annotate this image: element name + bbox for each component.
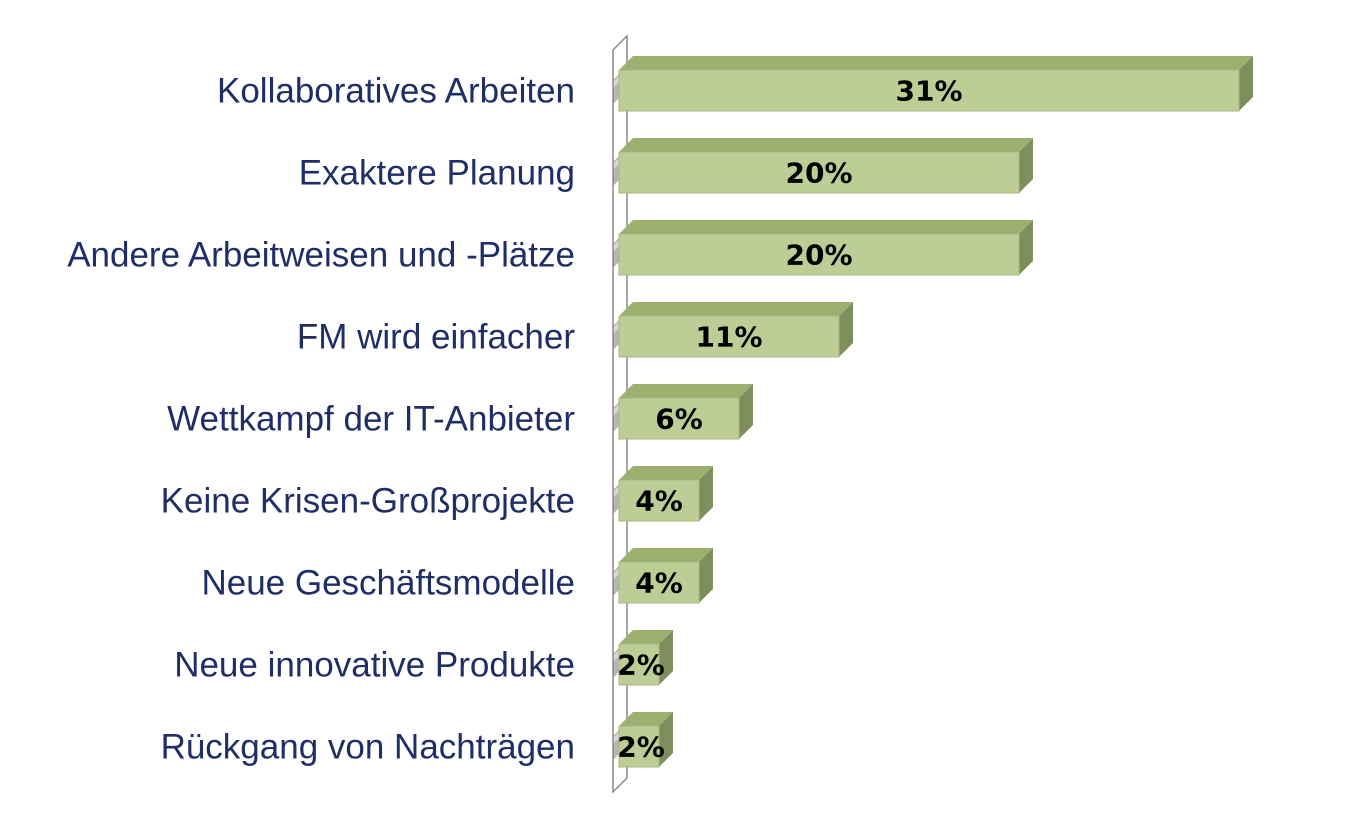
value-label: 6%: [655, 403, 703, 436]
category-label: Exaktere Planung: [299, 154, 575, 193]
bar-front-face: [618, 315, 840, 358]
bar-top-face: [619, 466, 713, 480]
bar: [618, 712, 673, 768]
bar: [618, 548, 713, 604]
value-labels: 31% 20% 20% 11% 6% 4% 4% 2% 2%: [617, 75, 962, 764]
category-label: Rückgang von Nachträgen: [161, 728, 575, 767]
bar-front-face: [618, 725, 660, 768]
bar-front-face: [618, 151, 1020, 194]
bar: [618, 220, 1033, 276]
bar-side-face: [839, 302, 853, 357]
category-label: Andere Arbeitweisen und -Plätze: [67, 236, 575, 275]
bar-side-face: [739, 384, 753, 439]
bars: [618, 56, 1253, 768]
bar-top-face: [619, 630, 673, 644]
bar-top-face: [619, 548, 713, 562]
value-label: 31%: [895, 75, 962, 108]
bar-side-face: [1019, 138, 1033, 193]
bar-side-face: [659, 630, 673, 685]
bar: [618, 302, 853, 358]
bar-front-face: [618, 479, 700, 522]
bar-top-face: [619, 712, 673, 726]
value-label: 20%: [785, 239, 852, 272]
bar-top-face: [619, 302, 853, 316]
value-label: 4%: [635, 485, 683, 518]
bar-side-face: [659, 712, 673, 767]
category-labels: Kollaboratives Arbeiten Exaktere Planung A…: [67, 72, 575, 767]
bar-top-face: [619, 56, 1253, 70]
value-label: 20%: [785, 157, 852, 190]
bar-front-face: [618, 643, 660, 686]
bar: [618, 138, 1033, 194]
bar-side-face: [699, 548, 713, 603]
value-label: 2%: [617, 649, 665, 682]
bar-top-face: [619, 220, 1033, 234]
bar-front-face: [618, 561, 700, 604]
bar-side-face: [699, 466, 713, 521]
category-label: FM wird einfacher: [297, 318, 575, 357]
value-label: 4%: [635, 567, 683, 600]
category-label: Wettkampf der IT-Anbieter: [167, 400, 575, 439]
bar-top-face: [619, 138, 1033, 152]
category-label: Keine Krisen-Großprojekte: [161, 482, 575, 521]
bar-front-face: [618, 233, 1020, 276]
category-label: Neue Geschäftsmodelle: [201, 564, 575, 603]
category-label: Neue innovative Produkte: [174, 646, 575, 685]
bar: [618, 630, 673, 686]
bar: [618, 466, 713, 522]
value-label: 2%: [617, 731, 665, 764]
bar: [618, 384, 753, 440]
bar-side-face: [1239, 56, 1253, 111]
bar-top-face: [619, 384, 753, 398]
value-label: 11%: [695, 321, 762, 354]
bar-front-face: [618, 397, 740, 440]
bar-front-face: [618, 69, 1240, 112]
bar-side-face: [1019, 220, 1033, 275]
category-label: Kollaboratives Arbeiten: [217, 72, 575, 111]
bar: [618, 56, 1253, 112]
